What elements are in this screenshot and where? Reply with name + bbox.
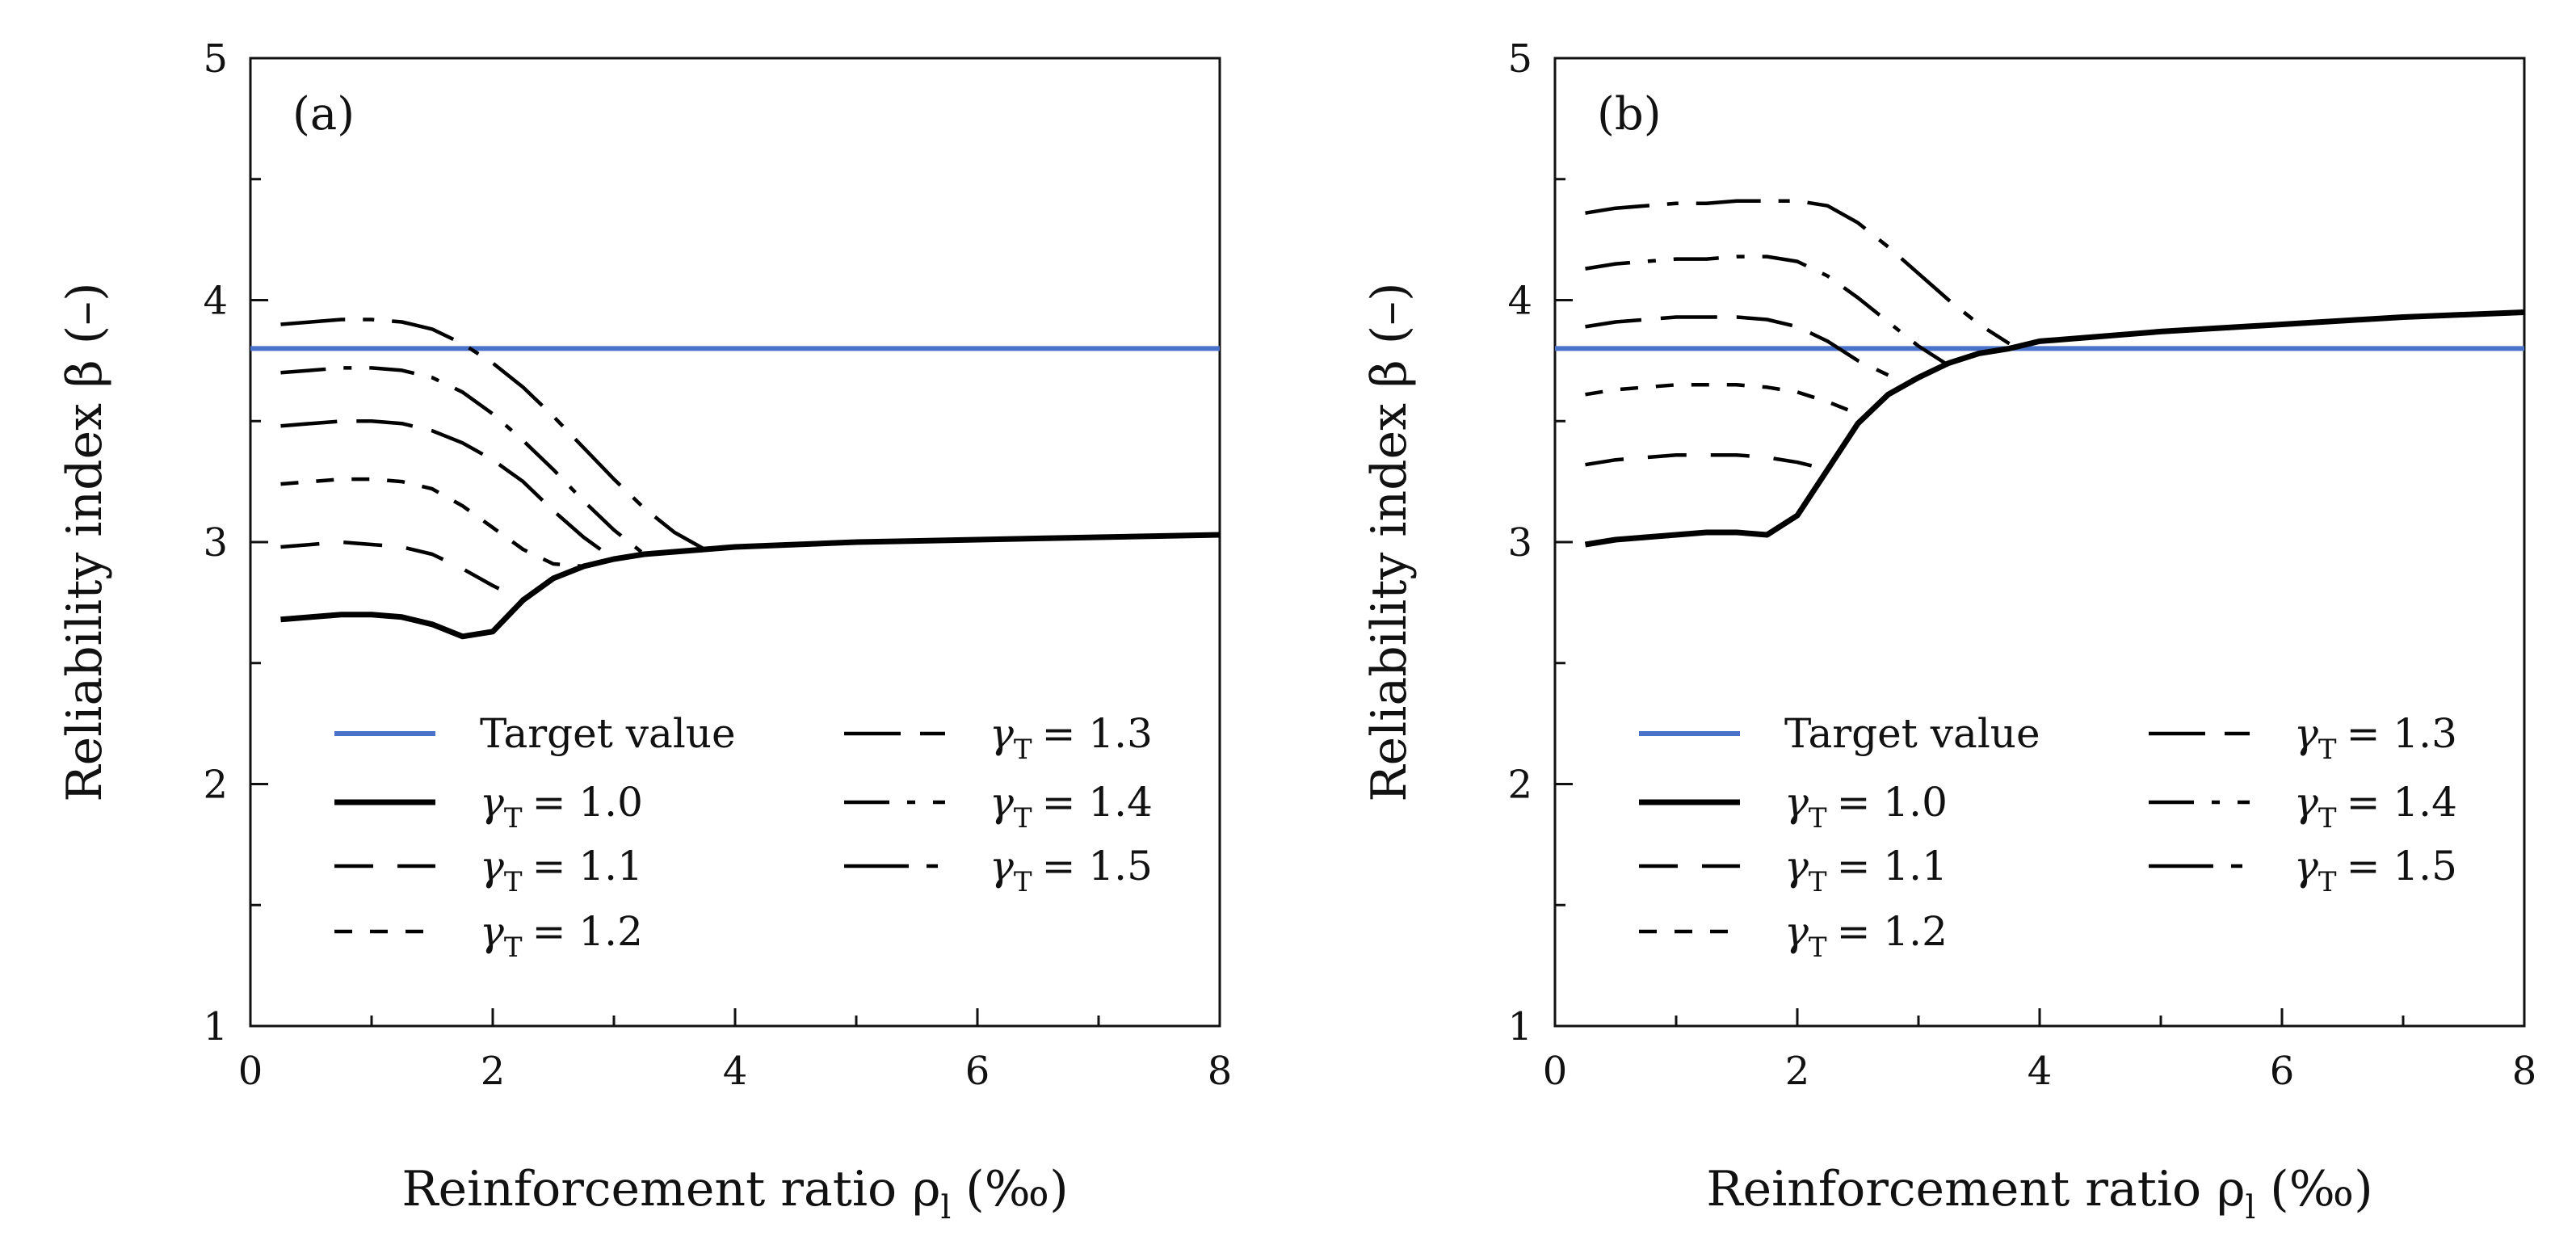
legend-target-label: Target value	[1784, 710, 2040, 757]
legend-symbol: γ	[990, 843, 1014, 889]
series-line-6	[280, 318, 706, 551]
legend-label-2: γT = 1.1	[480, 843, 643, 898]
legend-value: = 1.3	[1042, 710, 1153, 757]
x-axis-title-sub: l	[940, 1189, 951, 1226]
x-axis-title: Reinforcement ratio ρl (‰)	[401, 1161, 1068, 1226]
series-line-4	[1585, 315, 1889, 377]
y-tick-label: 2	[203, 763, 228, 808]
legend-label-6: γT = 1.5	[2294, 843, 2457, 898]
x-tick-label: 6	[965, 1049, 990, 1094]
series-line-3	[280, 477, 584, 569]
panel-label: (b)	[1597, 88, 1662, 141]
x-axis-title: Reinforcement ratio ρl (‰)	[1706, 1161, 2372, 1226]
legend-symbol: γ	[1784, 908, 1809, 955]
legend-value: = 1.1	[1837, 843, 1948, 889]
legend-symbol: γ	[480, 779, 504, 826]
legend-label-1: γT = 1.0	[1784, 779, 1948, 835]
x-axis-title-main: Reinforcement ratio ρ	[1706, 1161, 2245, 1217]
series-line-4	[280, 419, 616, 561]
y-tick-label: 4	[1507, 279, 1532, 324]
x-axis-title-sub: l	[2245, 1189, 2255, 1226]
legend-subscript: T	[504, 802, 523, 835]
y-axis-title: Reliability index β (–)	[1361, 282, 1418, 801]
legend-value: = 1.2	[1837, 908, 1948, 955]
legend-symbol: γ	[1784, 843, 1809, 889]
legend-value: = 1.4	[2347, 779, 2457, 826]
legend-subscript: T	[1809, 866, 1827, 898]
x-tick-label: 2	[1785, 1049, 1810, 1094]
y-tick-label: 3	[203, 520, 228, 566]
x-axis-title-unit: (‰)	[2270, 1161, 2372, 1217]
series-line-3	[1585, 383, 1859, 416]
series-line-2	[280, 540, 524, 602]
legend-symbol: γ	[1784, 779, 1809, 826]
legend-value: = 1.0	[532, 779, 643, 826]
x-tick-label: 6	[2270, 1049, 2295, 1094]
legend-subscript: T	[1014, 734, 1032, 766]
legend-subscript: T	[504, 931, 523, 964]
legend-symbol: γ	[2294, 779, 2318, 826]
series-line-1	[280, 532, 1221, 640]
legend-symbol: γ	[480, 908, 504, 955]
y-tick-label: 5	[203, 36, 228, 82]
y-tick-label: 4	[203, 279, 228, 324]
legend-subscript: T	[1014, 866, 1032, 898]
legend-value: = 1.5	[1042, 843, 1153, 889]
legend-value: = 1.1	[532, 843, 643, 889]
legend-symbol: γ	[2294, 843, 2318, 889]
y-tick-label: 1	[203, 1004, 228, 1049]
legend-label-3: γT = 1.2	[1784, 908, 1948, 964]
legend-label-5: γT = 1.4	[2294, 779, 2457, 835]
legend-subscript: T	[2318, 866, 2337, 898]
y-axis-title: Reliability index β (–)	[57, 282, 113, 801]
legend-subscript: T	[504, 866, 523, 898]
x-axis-title-unit: (‰)	[965, 1161, 1068, 1217]
legend-target-label: Target value	[480, 710, 736, 757]
x-tick-label: 2	[481, 1049, 506, 1094]
legend-subscript: T	[1809, 802, 1827, 835]
series-line-5	[280, 366, 645, 556]
legend-value: = 1.2	[532, 908, 643, 955]
series-line-2	[1585, 452, 1829, 472]
legend-symbol: γ	[2294, 710, 2318, 757]
legend-symbol: γ	[990, 710, 1014, 757]
x-tick-label: 4	[723, 1049, 748, 1094]
legend-label-3: γT = 1.2	[480, 908, 643, 964]
panel-label: (a)	[292, 88, 355, 141]
legend-subscript: T	[1809, 931, 1827, 964]
x-tick-label: 0	[238, 1049, 263, 1094]
y-tick-label: 2	[1507, 763, 1532, 808]
legend-value: = 1.3	[2347, 710, 2457, 757]
series-line-6	[1585, 199, 2011, 346]
y-tick-label: 3	[1507, 520, 1532, 566]
x-tick-label: 4	[2028, 1049, 2053, 1094]
x-axis-title-main: Reinforcement ratio ρ	[401, 1161, 940, 1217]
legend-subscript: T	[2318, 802, 2337, 835]
x-tick-label: 8	[2512, 1049, 2537, 1094]
x-tick-label: 0	[1543, 1049, 1568, 1094]
legend-value: = 1.0	[1837, 779, 1948, 826]
legend-symbol: γ	[480, 843, 504, 889]
series-line-1	[1584, 309, 2525, 548]
legend-label-2: γT = 1.1	[1784, 843, 1948, 898]
legend-label-4: γT = 1.3	[990, 710, 1153, 766]
y-tick-label: 5	[1507, 36, 1532, 82]
legend-label-4: γT = 1.3	[2294, 710, 2457, 766]
legend-label-1: γT = 1.0	[480, 779, 643, 835]
legend-value: = 1.4	[1042, 779, 1153, 826]
legend-subscript: T	[1014, 802, 1032, 835]
series-line-5	[1585, 254, 1950, 368]
legend-subscript: T	[2318, 734, 2337, 766]
legend-label-5: γT = 1.4	[990, 779, 1153, 835]
legend-value: = 1.5	[2347, 843, 2457, 889]
legend-label-6: γT = 1.5	[990, 843, 1153, 898]
x-tick-label: 8	[1208, 1049, 1233, 1094]
legend-symbol: γ	[990, 779, 1014, 826]
y-tick-label: 1	[1507, 1004, 1532, 1049]
